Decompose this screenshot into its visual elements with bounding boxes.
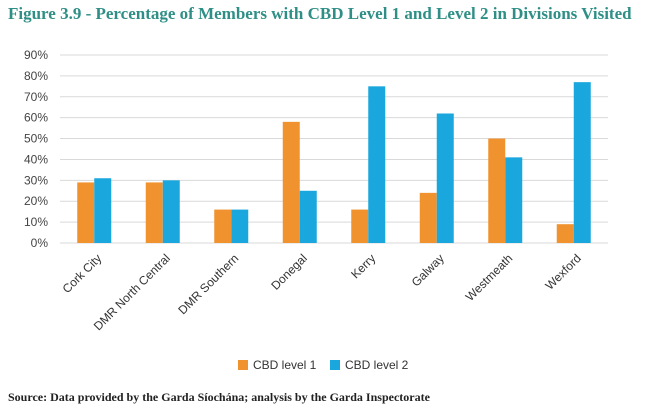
legend-label: CBD level 1 [253,358,317,372]
x-category-label: Galway [409,251,447,289]
y-tick-label: 70% [24,90,48,104]
bar-cbd-level-1 [77,182,95,243]
y-tick-label: 80% [24,69,48,83]
bar-cbd-level-1 [419,192,437,243]
bar-cbd-level-1 [351,209,369,243]
x-category-label: Donegal [268,251,310,293]
legend-swatch [330,360,340,370]
y-tick-label: 50% [24,132,48,146]
y-tick-label: 90% [24,48,48,62]
x-category-label: DMR North Central [91,251,173,333]
bar-cbd-level-1 [214,209,232,243]
bar-cbd-level-2 [94,178,112,243]
x-category-label: Kerry [348,251,378,281]
x-category-label: Wexford [543,251,584,292]
bars [77,82,591,244]
gridlines [60,54,608,244]
bar-cbd-level-2 [436,113,454,243]
source-note: Source: Data provided by the Garda Síoch… [8,390,430,404]
y-tick-label: 30% [24,173,48,187]
legend-label: CBD level 2 [345,358,409,372]
figure-title: Figure 3.9 - Percentage of Members with … [8,4,632,23]
bar-cbd-level-2 [231,209,249,243]
bar-cbd-level-2 [505,157,523,243]
y-tick-label: 40% [24,152,48,166]
bar-cbd-level-2 [573,82,591,244]
y-tick-label: 0% [31,236,49,250]
legend-swatch [238,360,248,370]
bar-cbd-level-1 [556,224,574,243]
legend: CBD level 1 CBD level 2 [238,358,409,372]
x-category-label: Westmeath [463,251,516,304]
y-axis-ticks: 0% 10% 20% 30% 40% 50% 60% 70% 80% 90% [24,48,48,250]
x-category-label: DMR Southern [175,251,241,317]
y-tick-label: 60% [24,111,48,125]
bar-cbd-level-1 [488,138,506,243]
bar-cbd-level-2 [162,180,180,243]
x-category-label: Cork City [60,251,105,296]
bar-cbd-level-1 [145,182,163,243]
y-tick-label: 20% [24,194,48,208]
bar-cbd-level-1 [282,121,300,243]
y-tick-label: 10% [24,215,48,229]
bar-cbd-level-2 [299,190,317,243]
bar-cbd-level-2 [368,86,386,243]
